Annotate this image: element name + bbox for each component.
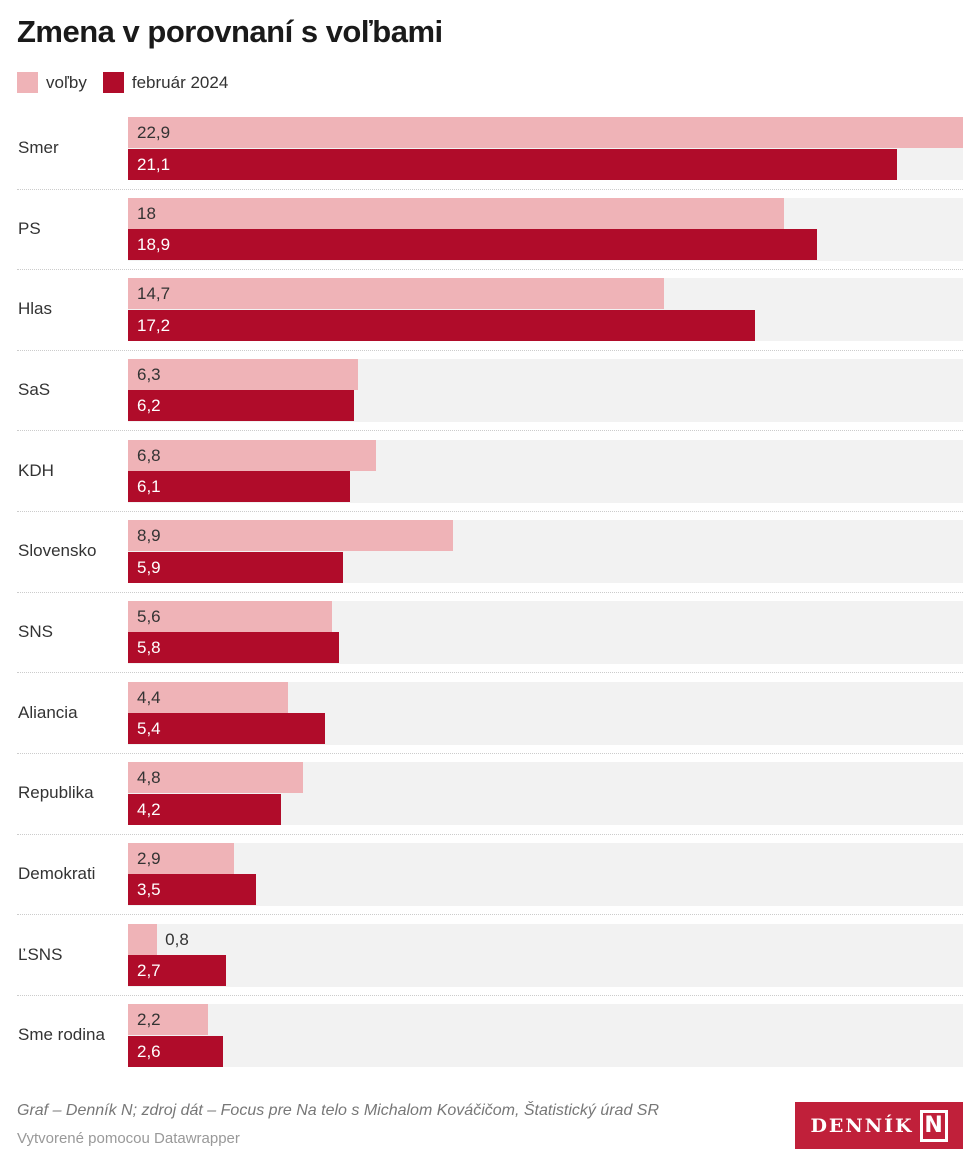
value-label: 0,8 [165,929,189,949]
bar-februar-2024 [128,793,282,825]
row-separator [17,430,963,432]
credit-note: Vytvorené pomocou Datawrapper [17,1130,240,1147]
category-label: Aliancia [18,702,78,722]
row-separator [17,672,963,674]
bar-februar-2024 [128,955,227,986]
value-label: 5,4 [137,719,161,739]
value-label: 4,2 [137,799,161,819]
value-label: 14,7 [137,284,171,304]
value-label: 22,9 [137,123,171,142]
bar-februar-2024 [128,229,818,261]
category-label: ĽSNS [18,944,63,964]
bar-volby [128,117,963,148]
row-separator [17,914,963,916]
chart-title: Zmena v porovnaní s voľbami [17,14,443,49]
bar-volby [128,842,234,874]
value-label: 18,9 [137,235,171,255]
bar-februar-2024 [128,390,355,422]
bar-volby [128,1004,209,1036]
bar-februar-2024 [128,471,351,503]
legend-swatch [17,72,38,93]
bar-volby [128,197,785,229]
category-label: Hlas [18,299,53,319]
value-label: 6,2 [137,396,161,416]
bar-volby [128,923,158,955]
value-label: 2,2 [137,1010,161,1030]
value-label: 5,8 [137,638,161,658]
legend: voľby február 2024 [17,72,228,93]
row-background [128,923,963,987]
value-label: 21,1 [137,154,171,174]
category-label: SaS [18,379,51,399]
legend-item-volby: voľby [17,72,87,93]
value-label: 6,1 [137,477,161,497]
bar-volby [128,358,358,390]
value-label: 3,5 [137,880,161,900]
row-separator [17,995,963,996]
legend-swatch [102,72,124,93]
row-separator [17,753,963,755]
category-label: Slovensko [18,541,97,561]
value-label: 5,6 [137,606,161,626]
bar-volby [128,520,453,552]
dennik-n-logo[interactable]: DENNÍK N [795,1102,963,1149]
category-label: KDH [18,460,54,480]
bar-februar-2024 [128,309,756,341]
value-label: 4,4 [137,687,161,707]
value-label: 8,9 [137,526,161,546]
bar-volby [128,278,664,310]
legend-label: voľby [46,72,87,92]
category-label: Sme rodina [18,1025,105,1045]
category-label: Republika [18,783,94,803]
bar-februar-2024 [128,713,325,745]
bar-februar-2024 [128,551,344,583]
legend-item-februar: február 2024 [102,72,229,93]
value-label: 6,8 [137,445,161,465]
bar-volby [128,600,333,632]
row-separator [17,511,963,513]
category-label: SNS [18,621,53,641]
value-label: 17,2 [137,315,171,335]
row-separator [17,591,963,593]
source-note: Graf – Denník N; zdroj dát – Focus pre N… [17,1102,660,1119]
bar-februar-2024 [128,1035,223,1067]
row-separator [17,269,963,271]
row-background [128,1004,963,1068]
value-label: 2,9 [137,848,161,868]
value-label: 5,9 [137,557,161,577]
value-label: 6,3 [137,364,161,384]
row-background [128,842,963,906]
category-label: Smer [18,138,59,157]
category-label: Demokrati [18,863,96,883]
bar-februar-2024 [128,632,340,664]
bar-februar-2024 [128,148,898,180]
bar-volby [128,762,304,794]
value-label: 4,8 [137,768,161,788]
value-label: 2,6 [137,1041,161,1061]
row-separator [17,349,963,351]
bar-volby [128,439,376,471]
value-label: 18 [137,203,156,223]
legend-label: február 2024 [131,72,229,92]
bar-februar-2024 [128,874,256,906]
value-label: 2,7 [137,961,161,980]
category-label: PS [18,218,41,238]
row-separator [17,188,963,190]
row-separator [17,833,963,835]
bar-volby [128,681,289,713]
